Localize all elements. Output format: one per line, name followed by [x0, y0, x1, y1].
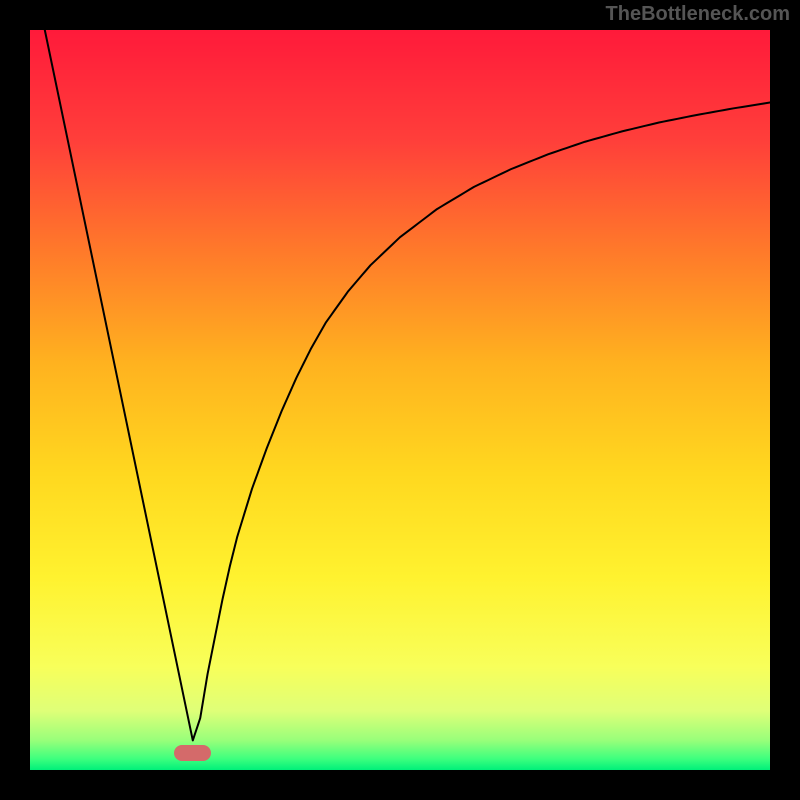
chart-frame: TheBottleneck.com	[0, 0, 800, 800]
bottleneck-curve-path	[45, 30, 770, 740]
bottleneck-curve	[30, 30, 770, 770]
optimum-marker	[174, 745, 211, 761]
watermark-text: TheBottleneck.com	[606, 3, 790, 26]
plot-area	[30, 30, 770, 770]
